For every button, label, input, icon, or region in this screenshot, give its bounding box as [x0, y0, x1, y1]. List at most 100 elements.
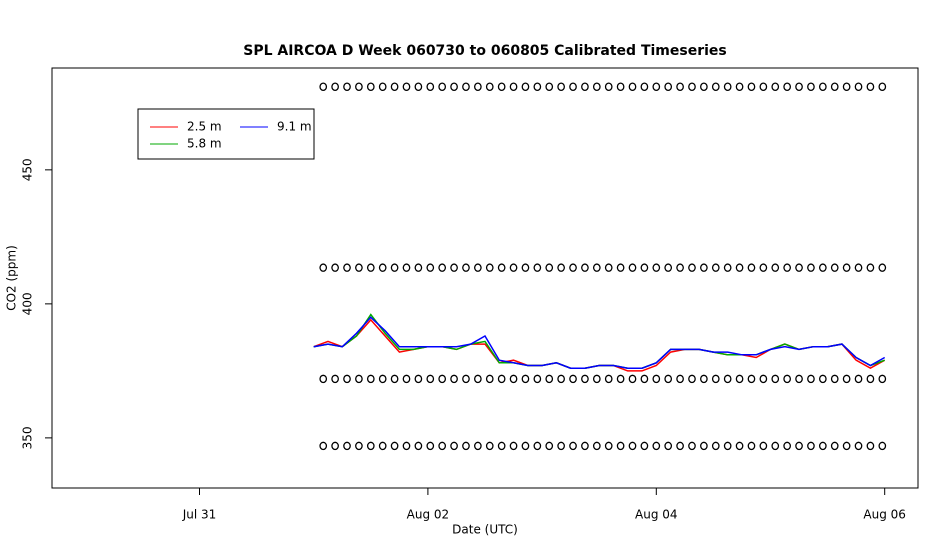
calibration-point: [426, 374, 435, 384]
calibration-point: [545, 374, 554, 384]
calibration-point: [569, 263, 577, 272]
calibration-point: [366, 441, 375, 451]
calibration-point: [830, 82, 839, 92]
calibration-point: [569, 374, 577, 384]
calibration-point: [604, 441, 613, 451]
calibration-point: [771, 374, 780, 384]
calibration-point: [438, 374, 447, 384]
calibration-point: [795, 82, 803, 92]
calibration-point: [640, 263, 649, 272]
calibration-point: [628, 82, 637, 92]
calibration-point: [343, 374, 351, 384]
calibration-point: [723, 441, 732, 451]
calibration-point: [723, 263, 732, 272]
calibration-point: [604, 82, 613, 92]
calibration-point: [783, 82, 791, 92]
calibration-point: [557, 374, 565, 384]
x-tick-label: Aug 06: [863, 508, 906, 522]
calibration-point: [390, 441, 399, 451]
series-line: [313, 313, 885, 369]
calibration-point: [355, 374, 363, 384]
calibration-point: [497, 374, 506, 384]
calibration-point: [569, 82, 577, 92]
calibration-point: [545, 82, 554, 92]
calibration-point: [450, 82, 458, 92]
calibration-point: [390, 263, 399, 272]
calibration-point: [878, 374, 887, 384]
calibration-point: [759, 263, 768, 272]
calibration-point: [462, 374, 470, 384]
calibration-point: [700, 374, 708, 384]
calibration-point: [462, 263, 470, 272]
calibration-point: [485, 263, 494, 272]
calibration-point: [557, 82, 565, 92]
calibration-point: [676, 82, 684, 92]
calibration-point: [807, 374, 815, 384]
calibration-point: [355, 441, 363, 451]
calibration-point: [640, 82, 649, 92]
x-tick-label: Jul 31: [182, 508, 217, 522]
calibration-point: [331, 441, 339, 451]
calibration-point: [688, 263, 696, 272]
calibration-point: [807, 441, 815, 451]
calibration-point: [664, 82, 673, 92]
calibration-point: [521, 374, 530, 384]
calibration-point: [474, 263, 482, 272]
calibration-point: [700, 263, 708, 272]
calibration-point: [688, 374, 696, 384]
calibration-point: [783, 374, 791, 384]
calibration-point: [747, 263, 756, 272]
legend-box: [137, 108, 315, 160]
calibration-point: [676, 441, 684, 451]
calibration-point: [818, 263, 827, 272]
calibration-point: [878, 82, 887, 92]
calibration-point: [331, 82, 339, 92]
calibration-point: [581, 263, 589, 272]
calibration-point: [521, 82, 530, 92]
calibration-point: [818, 374, 827, 384]
calibration-point: [402, 82, 411, 92]
calibration-point: [592, 374, 601, 384]
calibration-point: [319, 374, 328, 384]
calibration-point: [854, 374, 863, 384]
calibration-point: [783, 441, 791, 451]
calibration-point: [807, 263, 815, 272]
calibration-point: [343, 441, 351, 451]
calibration-point: [688, 82, 696, 92]
calibration-point: [509, 441, 518, 451]
calibration-point: [854, 82, 863, 92]
calibration-point: [830, 263, 839, 272]
calibration-point: [711, 441, 720, 451]
calibration-point: [521, 441, 530, 451]
calibration-point: [735, 82, 744, 92]
calibration-point: [747, 374, 756, 384]
x-tick-label: Aug 04: [635, 508, 678, 522]
calibration-point: [581, 82, 589, 92]
calibration-point: [795, 263, 803, 272]
y-axis-label: CO2 (ppm): [5, 245, 19, 311]
calibration-point: [557, 263, 565, 272]
calibration-point: [331, 374, 339, 384]
calibration-point: [866, 441, 875, 451]
calibration-point: [378, 374, 387, 384]
calibration-point: [581, 374, 589, 384]
calibration-point: [866, 82, 875, 92]
calibration-point: [509, 263, 518, 272]
calibration-point: [747, 82, 756, 92]
calibration-point: [378, 263, 387, 272]
calibration-point: [474, 82, 482, 92]
calibration-point: [854, 441, 863, 451]
calibration-point: [878, 441, 887, 451]
calibration-point: [700, 441, 708, 451]
calibration-point: [462, 441, 470, 451]
calibration-point: [366, 82, 375, 92]
chart-title: SPL AIRCOA D Week 060730 to 060805 Calib…: [243, 43, 726, 59]
calibration-point: [450, 263, 458, 272]
x-tick-label: Aug 02: [407, 508, 450, 522]
calibration-point: [818, 82, 827, 92]
calibration-point: [830, 441, 839, 451]
y-tick-label: 400: [21, 292, 35, 315]
calibration-point: [652, 263, 661, 272]
